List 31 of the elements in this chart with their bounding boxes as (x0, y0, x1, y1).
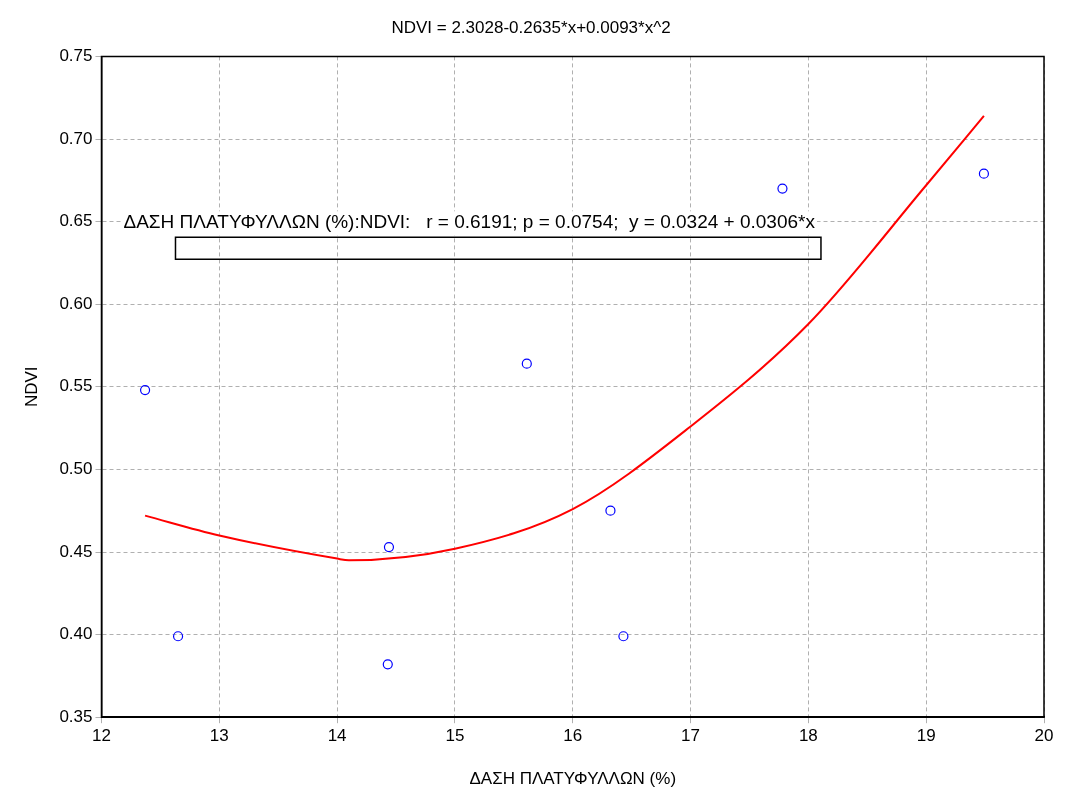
x-axis-title: ΔΑΣΗ ΠΛΑΤΥΦΥΛΛΩΝ (%) (469, 769, 677, 789)
y-tick-label: 0.65 (59, 211, 93, 231)
x-tick-label: 16 (563, 726, 583, 746)
x-tick-label: 15 (445, 726, 465, 746)
point (521, 358, 532, 369)
y-tick-label: 0.45 (59, 541, 93, 561)
y-tick-label: 0.50 (59, 459, 93, 479)
annotation: ΔΑΣΗ ΠΛΑΤΥΦΥΛΛΩΝ (%):NDVI: r = 0.6191; p = 0.0754; y = 0.0324 + 0.0306*x (123, 211, 816, 233)
y-tick-label: 0.55 (59, 376, 93, 396)
y-tick-label: 0.70 (59, 128, 93, 148)
y-tick-label: 0.75 (59, 46, 93, 66)
point (618, 631, 629, 642)
x-tick-label: 13 (209, 726, 229, 746)
point (383, 541, 395, 553)
point (382, 659, 393, 670)
y-tick-label: 0.35 (59, 706, 93, 726)
y-tick-label: 0.60 (59, 293, 93, 313)
x-tick-label: 20 (1034, 726, 1054, 746)
y-axis-title: NDVI (21, 366, 41, 408)
x-tick-label: 19 (916, 726, 936, 746)
y-tick-label: 0.40 (59, 624, 93, 644)
chart-title: NDVI = 2.3028-0.2635*x+0.0093*x^2 (391, 17, 671, 37)
point (605, 505, 616, 516)
x-tick-label: 17 (681, 726, 701, 746)
x-tick-label: 14 (327, 726, 347, 746)
x-tick-label: 18 (798, 726, 818, 746)
x-tick-label: 12 (92, 726, 111, 746)
point (978, 168, 990, 179)
point (172, 631, 184, 642)
point (139, 385, 151, 396)
point (777, 183, 788, 194)
